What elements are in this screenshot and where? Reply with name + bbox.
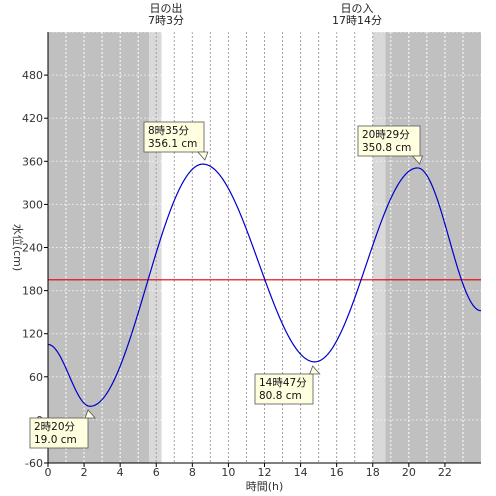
x-tick-label: 14: [294, 466, 308, 479]
y-tick-label: 120: [22, 328, 43, 341]
x-axis-label: 時間(h): [246, 480, 284, 493]
callout-box: [29, 417, 89, 449]
x-tick-label: 22: [438, 466, 452, 479]
x-tick-label: 16: [330, 466, 344, 479]
sun-event-time: 7時3分: [148, 14, 184, 27]
sun-event-label: 日の入: [341, 2, 374, 15]
sun-event-time: 17時14分: [332, 14, 382, 27]
callout-level: 19.0 cm: [34, 434, 77, 446]
y-tick-label: 360: [22, 155, 43, 168]
callout-level: 356.1 cm: [148, 138, 197, 150]
x-tick-label: 2: [81, 466, 88, 479]
callout-level: 350.8 cm: [362, 142, 411, 154]
y-tick-label: 300: [22, 198, 43, 211]
y-tick-label: 60: [29, 371, 43, 384]
callout-box: [143, 121, 205, 153]
x-tick-label: 10: [221, 466, 235, 479]
y-tick-label: 480: [22, 69, 43, 82]
x-tick-label: 20: [402, 466, 416, 479]
tide-curve-group: [47, 163, 482, 407]
callout-pointer: [309, 365, 321, 375]
y-axis-label: 水位(cm): [11, 224, 25, 271]
y-tick-label: 240: [22, 242, 43, 255]
callout-time: 2時20分: [34, 421, 76, 433]
y-tick-label: 180: [22, 285, 43, 298]
x-tick-label: 6: [153, 466, 160, 479]
callout-pointer: [84, 409, 96, 419]
twilight-band-morning: [149, 32, 162, 463]
x-tick-label: 4: [117, 466, 124, 479]
tide-line: [47, 163, 482, 407]
callout-pointer: [196, 151, 209, 161]
callout-box: [357, 125, 421, 157]
y-tick-label: -60: [25, 457, 43, 470]
x-tick-label: 18: [366, 466, 380, 479]
x-tick-label: 12: [258, 466, 272, 479]
callout-pointer: [411, 155, 424, 165]
twilight-band-evening: [372, 32, 386, 463]
callout-level: 80.8 cm: [259, 390, 302, 402]
sun-event-label: 日の出: [150, 1, 183, 15]
callout-box: [254, 373, 314, 405]
x-tick-label: 8: [189, 466, 196, 479]
callout-time: 14時47分: [259, 377, 307, 389]
y-tick-label: 420: [22, 112, 43, 125]
callout-time: 8時35分: [148, 125, 190, 137]
x-tick-label: 0: [45, 466, 52, 479]
callout-time: 20時29分: [362, 129, 410, 141]
